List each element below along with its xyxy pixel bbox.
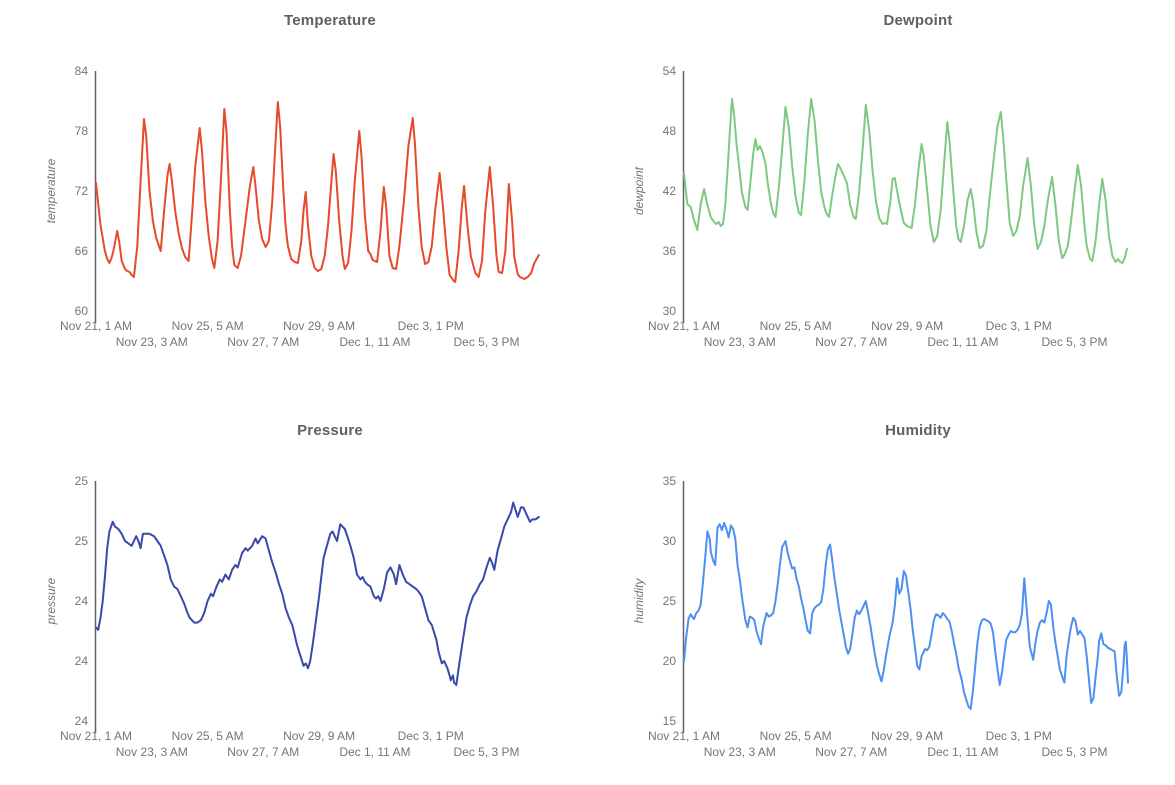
x-tick-label: Nov 21, 1 AM (60, 319, 132, 333)
x-tick-label: Dec 3, 1 PM (398, 729, 464, 743)
y-tick-label: 84 (75, 64, 89, 78)
dewpoint-series-line (683, 98, 1128, 264)
y-tick-label: 25 (75, 534, 89, 548)
x-tick-label: Nov 21, 1 AM (648, 729, 720, 743)
x-tick-label: Nov 29, 9 AM (283, 319, 355, 333)
y-tick-label: 48 (663, 124, 677, 138)
x-tick-label: Dec 3, 1 PM (986, 319, 1052, 333)
x-tick-label: Dec 1, 11 AM (927, 335, 998, 349)
y-tick-label: 78 (75, 124, 89, 138)
temperature-series-line (95, 101, 540, 283)
y-tick-label: 24 (75, 594, 89, 608)
x-tick-label: Dec 5, 3 PM (453, 335, 519, 349)
x-tick-label: Nov 27, 7 AM (227, 335, 299, 349)
y-tick-label: 25 (663, 594, 677, 608)
humidity-series-line (683, 522, 1129, 710)
chart-title-dewpoint: Dewpoint (883, 12, 953, 29)
x-tick-label: Nov 23, 3 AM (116, 335, 188, 349)
temperature-plot-area[interactable]: 84 78 72 66 60 temperature Nov 21, 1 AM Nov 23,… (0, 0, 587, 360)
y-axis-title: temperature (44, 158, 58, 223)
dewpoint-plot-area[interactable]: 54 48 42 36 30 dewpoint Nov 21, 1 AM Nov 23, 3 … (588, 0, 1175, 360)
chart-title-pressure: Pressure (297, 422, 363, 439)
x-tick-label: Dec 3, 1 PM (986, 729, 1052, 743)
y-tick-label: 24 (75, 654, 89, 668)
x-tick-label: Nov 27, 7 AM (227, 745, 299, 759)
x-tick-label: Nov 23, 3 AM (116, 745, 188, 759)
x-tick-label: Nov 25, 5 AM (172, 319, 244, 333)
x-tick-label: Nov 25, 5 AM (760, 729, 832, 743)
x-tick-label: Dec 1, 11 AM (927, 745, 998, 759)
chart-pressure: 25 25 24 24 24 pressure Nov 21, 1 AM Nov 23, 3 … (0, 410, 587, 770)
humidity-plot-area[interactable]: 35 30 25 20 15 humidity Nov 21, 1 AM Nov 23, 3 … (588, 410, 1175, 770)
y-tick-label: 24 (75, 714, 89, 728)
x-tick-label: Nov 21, 1 AM (648, 319, 720, 333)
y-tick-label: 30 (663, 304, 677, 318)
x-tick-label: Dec 1, 11 AM (339, 745, 410, 759)
x-tick-label: Dec 5, 3 PM (1041, 335, 1107, 349)
pressure-series-line (95, 501, 540, 686)
x-tick-label: Nov 27, 7 AM (815, 745, 887, 759)
y-tick-label: 66 (75, 244, 89, 258)
y-tick-label: 25 (75, 474, 89, 488)
y-tick-label: 72 (75, 184, 89, 198)
y-axis-title: pressure (44, 577, 58, 625)
y-tick-label: 35 (663, 474, 677, 488)
x-tick-label: Dec 1, 11 AM (339, 335, 410, 349)
x-tick-label: Nov 25, 5 AM (760, 319, 832, 333)
x-tick-label: Nov 23, 3 AM (704, 335, 776, 349)
y-tick-label: 42 (663, 184, 677, 198)
y-tick-label: 60 (75, 304, 89, 318)
y-axis-title: dewpoint (632, 166, 646, 215)
y-tick-label: 54 (663, 64, 677, 78)
y-tick-label: 20 (663, 654, 677, 668)
chart-title-temperature: Temperature (284, 12, 376, 29)
y-tick-label: 15 (663, 714, 677, 728)
x-tick-label: Nov 29, 9 AM (283, 729, 355, 743)
y-axis-title: humidity (632, 578, 646, 624)
x-tick-label: Dec 5, 3 PM (453, 745, 519, 759)
chart-dewpoint: 54 48 42 36 30 dewpoint Nov 21, 1 AM Nov 23, 3 … (588, 0, 1175, 360)
chart-humidity: 35 30 25 20 15 humidity Nov 21, 1 AM Nov 23, 3 … (588, 410, 1175, 770)
x-tick-label: Nov 21, 1 AM (60, 729, 132, 743)
x-tick-label: Nov 27, 7 AM (815, 335, 887, 349)
x-tick-label: Dec 5, 3 PM (1041, 745, 1107, 759)
y-tick-label: 36 (663, 244, 677, 258)
pressure-plot-area[interactable]: 25 25 24 24 24 pressure Nov 21, 1 AM Nov 23, 3 … (0, 410, 587, 770)
x-tick-label: Nov 29, 9 AM (871, 319, 943, 333)
x-tick-label: Nov 25, 5 AM (172, 729, 244, 743)
y-tick-label: 30 (663, 534, 677, 548)
x-tick-label: Nov 29, 9 AM (871, 729, 943, 743)
chart-title-humidity: Humidity (885, 422, 951, 439)
x-tick-label: Nov 23, 3 AM (704, 745, 776, 759)
chart-temperature: 84 78 72 66 60 temperature Nov 21, 1 AM Nov 23,… (0, 0, 587, 360)
x-tick-label: Dec 3, 1 PM (398, 319, 464, 333)
